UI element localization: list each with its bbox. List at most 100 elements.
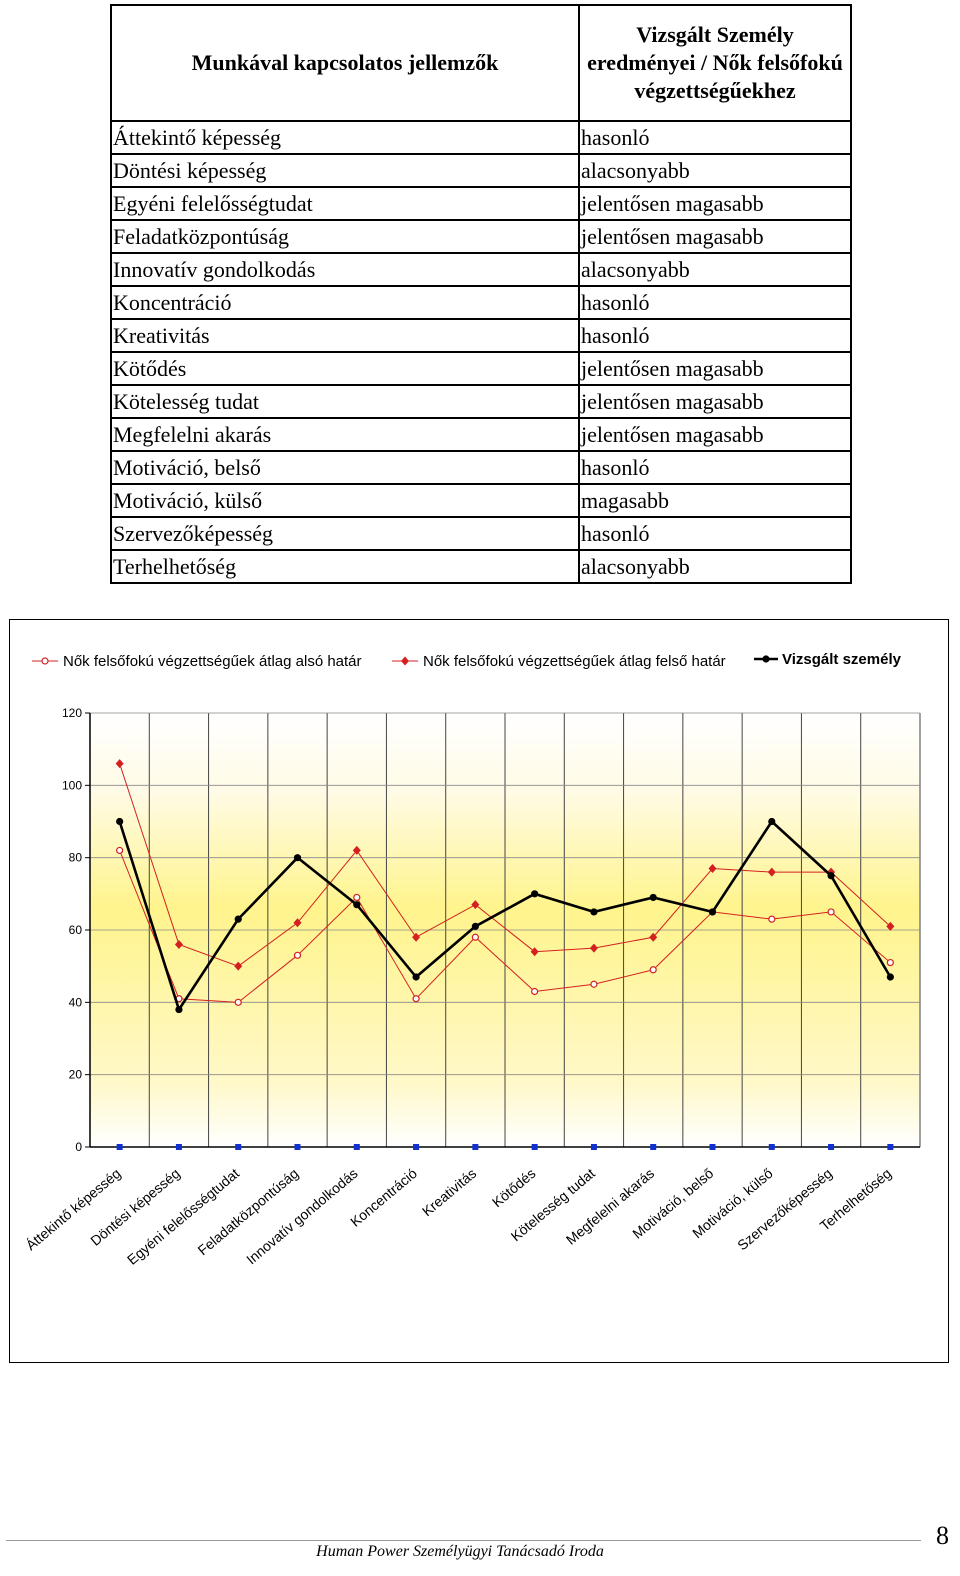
result-cell: hasonló: [578, 120, 852, 155]
data-point: [768, 915, 776, 923]
table-row: Megfelelni akarás jelentősen magasabb: [110, 417, 852, 452]
data-point: [827, 872, 835, 880]
data-point: [352, 845, 361, 855]
data-point: [768, 1144, 775, 1150]
data-point: [412, 932, 421, 942]
result-cell: hasonló: [578, 285, 852, 320]
page-number: 8: [936, 1521, 949, 1550]
data-point: [175, 1005, 183, 1014]
data-point: [175, 1144, 182, 1150]
data-point: [413, 1144, 420, 1150]
trait-cell: Szervezőképesség: [110, 516, 580, 551]
result-cell: alacsonyabb: [578, 252, 852, 287]
series-group: [115, 759, 895, 971]
data-point: [293, 951, 302, 959]
table-header-row: Munkával kapcsolatos jellemzők Vizsgált …: [110, 4, 852, 122]
data-point: [589, 943, 598, 953]
x-tick-label: Kötődés: [489, 1165, 539, 1210]
data-point: [531, 1144, 538, 1150]
comparison-chart: Nők felsőfokú végzettségűek átlag alsó h…: [9, 619, 949, 1363]
x-tick-label: Feladatközpontúság: [195, 1165, 302, 1258]
data-point: [234, 915, 242, 923]
trait-cell: Kreativitás: [110, 318, 580, 353]
trait-cell: Innovatív gondolkodás: [110, 252, 580, 287]
table-row: Kreativitás hasonló: [110, 318, 852, 353]
trait-cell: Motiváció, külső: [110, 483, 580, 518]
data-point: [353, 1144, 360, 1150]
table-row: Szervezőképesség hasonló: [110, 516, 852, 551]
data-point: [708, 908, 717, 916]
legend-label: Nők felsőfokú végzettségűek átlag alsó h…: [63, 653, 362, 670]
data-point: [472, 1144, 479, 1150]
data-point: [590, 908, 598, 916]
table-row: Motiváció, belső hasonló: [110, 450, 852, 485]
table-row: Feladatközpontúság jelentősen magasabb: [110, 219, 852, 254]
data-point: [886, 921, 895, 931]
x-tick-label: Egyéni felelősségtudat: [124, 1165, 242, 1268]
trait-cell: Koncentráció: [110, 285, 580, 320]
chart-legend: Nők felsőfokú végzettségűek átlag alsó h…: [32, 651, 902, 670]
table-row: Áttekintő képesség hasonló: [110, 120, 852, 155]
x-tick-label: Innovatív gondolkodás: [243, 1165, 361, 1267]
data-point: [530, 947, 539, 957]
data-point: [650, 1144, 657, 1150]
data-point: [116, 817, 124, 826]
trait-cell: Döntési képesség: [110, 153, 580, 188]
legend-label: Nők felsőfokú végzettségűek átlag felső …: [423, 653, 726, 670]
data-point: [649, 893, 657, 902]
data-point: [709, 1144, 716, 1150]
chart-series: [115, 759, 895, 1150]
data-point: [294, 1144, 301, 1150]
series-line: [118, 819, 892, 1013]
data-point: [471, 900, 480, 910]
result-cell: alacsonyabb: [578, 549, 852, 584]
footer-divider: [6, 1540, 921, 1541]
y-axis: 0 20 40 60 80 100 120: [62, 706, 91, 1154]
result-cell: hasonló: [578, 450, 852, 485]
header-results: Vizsgált Személy eredményei / Nők felsőf…: [578, 4, 852, 122]
table-row: Kötődés jelentősen magasabb: [110, 351, 852, 386]
x-tick-label: Áttekintő képesség: [23, 1165, 124, 1253]
trait-cell: Terhelhetőség: [110, 549, 580, 584]
chart-svg: Nők felsőfokú végzettségűek átlag alsó h…: [23, 651, 921, 1268]
series-group: [116, 817, 894, 1014]
table-row: Koncentráció hasonló: [110, 285, 852, 320]
y-tick-label: 100: [62, 778, 82, 792]
data-point: [590, 980, 598, 988]
y-tick-label: 0: [75, 1140, 82, 1154]
legend-label: Vizsgált személy: [782, 651, 902, 668]
trait-cell: Áttekintő képesség: [110, 120, 580, 155]
series-line: [119, 850, 891, 1003]
x-tick-label: Kreativitás: [419, 1165, 479, 1219]
result-cell: hasonló: [578, 516, 852, 551]
data-point: [708, 864, 717, 874]
data-point: [886, 973, 894, 981]
table-row: Kötelesség tudat jelentősen magasabb: [110, 384, 852, 419]
data-point: [353, 901, 361, 909]
y-tick-label: 120: [62, 706, 82, 720]
data-point: [590, 1144, 597, 1150]
trait-cell: Kötelesség tudat: [110, 384, 580, 419]
data-point: [174, 939, 183, 949]
table-row: Terhelhetőség alacsonyabb: [110, 549, 852, 584]
data-point: [235, 1144, 242, 1150]
data-point: [768, 817, 776, 826]
data-point: [116, 1144, 123, 1150]
header-traits: Munkával kapcsolatos jellemzők: [110, 4, 580, 122]
y-tick-label: 20: [69, 1068, 83, 1082]
result-cell: alacsonyabb: [578, 153, 852, 188]
legend-item: Vizsgált személy: [754, 651, 902, 668]
data-point: [412, 973, 420, 981]
series-group: [116, 1144, 894, 1150]
data-point: [116, 846, 124, 855]
data-point: [827, 908, 835, 916]
y-tick-label: 80: [69, 851, 83, 865]
trait-cell: Megfelelni akarás: [110, 417, 580, 452]
data-point: [115, 759, 124, 769]
table-row: Egyéni felelősségtudat jelentősen magasab…: [110, 186, 852, 221]
y-tick-label: 60: [69, 923, 83, 937]
data-point: [234, 998, 242, 1006]
data-point: [767, 867, 776, 877]
footer-text: Human Power Személyügyi Tanácsadó Iroda: [316, 1543, 604, 1560]
